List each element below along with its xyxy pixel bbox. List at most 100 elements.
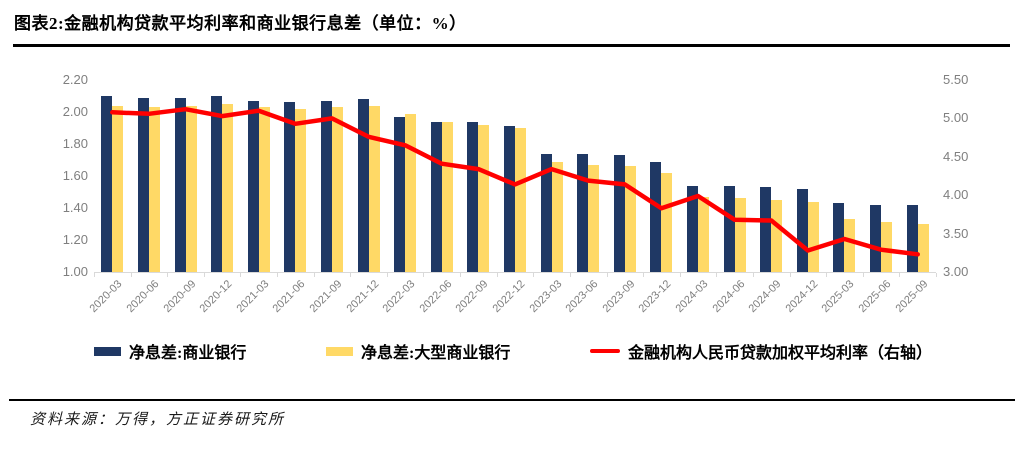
left-axis-tick-label: 1.60 [62, 168, 88, 183]
footer-divider [9, 399, 1015, 401]
left-axis-tick-label: 2.20 [62, 72, 88, 87]
legend-item: 金融机构人民币贷款加权平均利率（右轴） [589, 339, 932, 363]
x-axis-tick [130, 273, 132, 277]
x-axis-tick [533, 273, 535, 277]
bar-large-commercial-banks [295, 108, 307, 272]
right-axis-tick-label: 4.00 [943, 187, 969, 203]
x-axis-tick [240, 273, 242, 277]
bar-commercial-banks [540, 153, 552, 272]
bar-commercial-banks [577, 153, 589, 272]
legend-bar-swatch-icon [325, 346, 353, 356]
bar-commercial-banks [687, 185, 699, 272]
legend-label: 净息差:大型商业银行 [360, 345, 511, 362]
bar-commercial-banks [430, 121, 442, 272]
right-axis-tick-label: 5.00 [943, 110, 969, 126]
bar-commercial-banks [174, 97, 186, 272]
bar-commercial-banks [247, 100, 259, 272]
bar-commercial-banks [467, 121, 479, 272]
bar-commercial-banks [796, 188, 808, 272]
bar-large-commercial-banks [478, 124, 490, 272]
bar-commercial-banks [906, 204, 918, 272]
bar-large-commercial-banks [222, 104, 234, 272]
bar-large-commercial-banks [881, 222, 893, 272]
x-axis-tick [826, 273, 828, 277]
chart-title: 图表2:金融机构贷款平均利率和商业银行息差（单位：%） [14, 14, 467, 33]
source-note: 资料来源：万得，方正证券研究所 [30, 412, 286, 428]
x-axis-tick [569, 273, 571, 277]
left-axis-tick-label: 2.00 [62, 104, 88, 119]
bar-commercial-banks [723, 185, 735, 272]
x-axis-tick [277, 273, 279, 277]
legend-item: 净息差:大型商业银行 [325, 339, 511, 363]
bar-large-commercial-banks [185, 105, 197, 272]
bar-large-commercial-banks [551, 161, 563, 272]
title-divider [13, 44, 1010, 47]
legend-bar-swatch-icon [94, 346, 121, 356]
bar-commercial-banks [394, 116, 406, 272]
bar-commercial-banks [357, 99, 369, 272]
left-axis-tick-label: 1.40 [62, 200, 88, 215]
x-axis-tick [936, 273, 937, 277]
x-axis-tick [386, 273, 388, 277]
left-axis-tick-label: 1.80 [62, 136, 88, 151]
x-axis-tick [460, 273, 462, 277]
bar-large-commercial-banks [515, 128, 526, 272]
bar-large-commercial-banks [331, 107, 343, 272]
bar-commercial-banks [211, 96, 223, 272]
bar-large-commercial-banks [917, 224, 929, 272]
right-axis-tick-label: 5.50 [943, 72, 969, 87]
legend-item: 净息差:商业银行 [94, 339, 246, 363]
x-axis-tick [643, 273, 645, 277]
x-axis-tick [862, 273, 864, 277]
legend-label: 金融机构人民币贷款加权平均利率（右轴） [627, 345, 932, 362]
x-axis-tick [94, 273, 95, 277]
legend-line-swatch-icon [589, 349, 620, 353]
x-axis-tick [203, 273, 205, 277]
x-axis-tick [716, 273, 718, 277]
chart-legend: 净息差:商业银行 净息差:大型商业银行 金融机构人民币贷款加权平均利率（右轴） [94, 336, 932, 366]
legend-label: 净息差:商业银行 [129, 345, 247, 362]
bar-large-commercial-banks [441, 121, 453, 272]
bar-commercial-banks [650, 161, 662, 272]
bar-large-commercial-banks [771, 200, 783, 272]
bar-commercial-banks [613, 155, 625, 272]
bar-commercial-banks [870, 204, 882, 272]
x-axis-tick [350, 273, 352, 277]
bar-large-commercial-banks [734, 198, 746, 272]
bar-large-commercial-banks [405, 113, 417, 272]
right-axis-tick-label: 3.50 [943, 225, 969, 241]
x-axis-tick [899, 273, 901, 277]
bar-large-commercial-banks [698, 196, 710, 272]
bar-commercial-banks [320, 100, 332, 272]
x-axis-tick [752, 273, 754, 277]
bar-commercial-banks [284, 102, 296, 272]
bar-commercial-banks [101, 96, 113, 272]
left-axis-tick-label: 1.20 [62, 232, 88, 247]
x-axis-tick [313, 273, 315, 277]
x-axis-tick [789, 273, 791, 277]
x-axis-tick [167, 273, 169, 277]
x-axis-tick [679, 273, 681, 277]
bar-commercial-banks [833, 203, 845, 272]
bar-large-commercial-banks [588, 164, 600, 272]
right-axis-tick-label: 3.00 [943, 264, 969, 279]
right-axis-tick-label: 4.50 [943, 148, 969, 164]
x-axis-tick [496, 273, 498, 277]
x-axis-category-label: 2025-09 [893, 278, 931, 316]
bar-commercial-banks [760, 187, 772, 272]
bar-large-commercial-banks [148, 107, 160, 272]
x-axis-tick [606, 273, 608, 277]
bar-large-commercial-banks [112, 105, 124, 272]
x-axis-line [94, 272, 936, 273]
bar-commercial-banks [137, 97, 149, 272]
bar-large-commercial-banks [258, 107, 270, 272]
x-axis-tick [423, 273, 425, 277]
bar-large-commercial-banks [661, 172, 673, 272]
bar-commercial-banks [504, 126, 515, 272]
bar-large-commercial-banks [807, 201, 819, 272]
bar-large-commercial-banks [368, 105, 380, 272]
left-axis-tick-label: 1.00 [62, 264, 88, 279]
bar-large-commercial-banks [624, 166, 636, 272]
bar-large-commercial-banks [844, 219, 856, 272]
